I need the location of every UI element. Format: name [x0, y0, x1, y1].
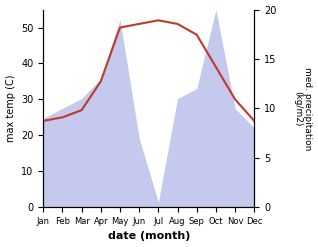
X-axis label: date (month): date (month) [107, 231, 190, 242]
Y-axis label: med. precipitation
(kg/m2): med. precipitation (kg/m2) [293, 67, 313, 150]
Y-axis label: max temp (C): max temp (C) [5, 75, 16, 142]
